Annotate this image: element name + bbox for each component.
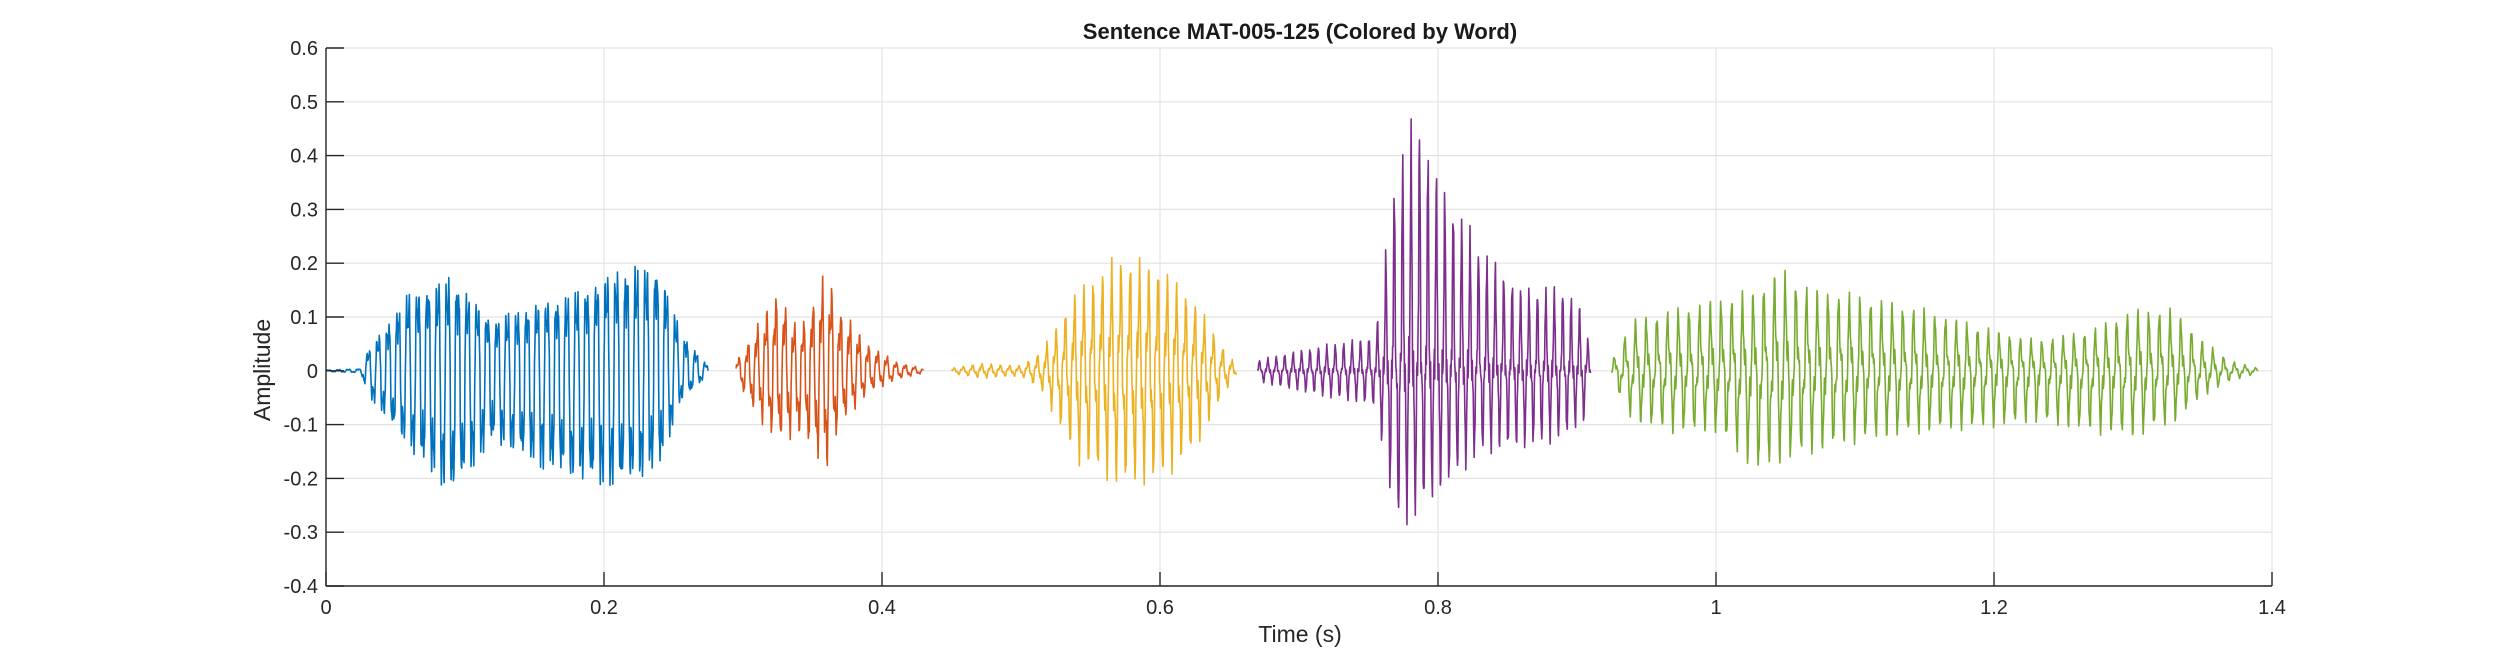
- x-tick-label: 0.6: [1146, 597, 1174, 619]
- word-series: [951, 256, 1238, 486]
- y-tick-label: 0.1: [290, 307, 318, 329]
- y-tick-label: 0.3: [290, 199, 318, 221]
- x-tick-label: 0: [320, 597, 331, 619]
- y-tick-label: 0.2: [290, 253, 318, 275]
- y-tick-label: -0.3: [284, 522, 318, 544]
- word-series: [1610, 269, 2259, 466]
- word-series: [1256, 118, 1592, 526]
- axes: 0 0.2 0.4 0.6 0.8 1 1.2 1.4 -0.4 -0.3 -0.2 -0.1 0 0.1…: [284, 38, 2286, 619]
- chart-title: Sentence MAT-005-125 (Colored by Word): [1083, 19, 1517, 44]
- y-tick-label: 0.5: [290, 92, 318, 114]
- word-waveform: [735, 275, 925, 467]
- y-tick-label: 0.6: [290, 38, 318, 60]
- x-tick-label: 0.2: [590, 597, 618, 619]
- x-tick-label: 0.8: [1424, 597, 1452, 619]
- y-tick-label: -0.1: [284, 415, 318, 437]
- word-waveform: [325, 265, 710, 487]
- x-tick-label: 1.4: [2258, 597, 2286, 619]
- plot-area: [325, 118, 2259, 526]
- x-tick-label: 1: [1710, 597, 1721, 619]
- x-axis-label: Time (s): [1258, 621, 1341, 647]
- word-waveform: [951, 256, 1238, 486]
- x-tick-label: 1.2: [1980, 597, 2008, 619]
- y-axis-label: Amplitude: [249, 319, 275, 421]
- y-tick-label: -0.4: [284, 576, 318, 598]
- x-tick-label: 0.4: [868, 597, 896, 619]
- word-series: [735, 275, 925, 467]
- y-tick-label: -0.2: [284, 468, 318, 490]
- y-tick-label: 0: [307, 361, 318, 383]
- y-tick-label: 0.4: [290, 146, 318, 168]
- word-series: [325, 265, 710, 487]
- word-waveform: [1610, 269, 2259, 466]
- word-waveform: [1256, 118, 1592, 526]
